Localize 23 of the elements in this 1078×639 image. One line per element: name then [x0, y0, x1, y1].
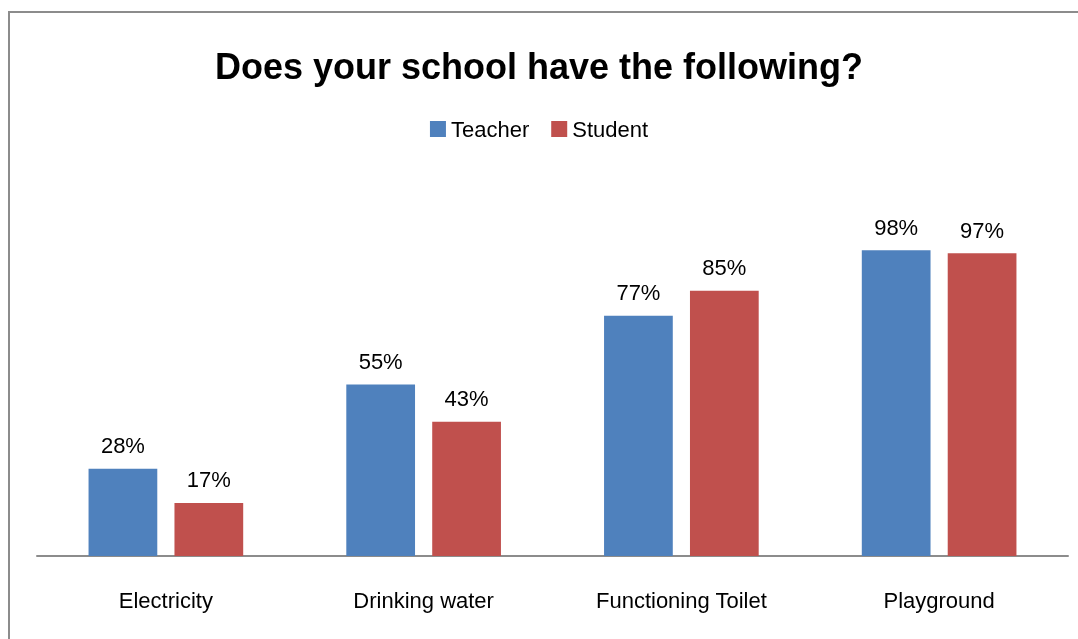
legend-label: Student: [572, 116, 649, 142]
bar: [88, 468, 158, 556]
x-tick-label: Drinking water: [353, 587, 494, 613]
bar: [861, 250, 931, 556]
legend-label: Teacher: [450, 116, 530, 142]
data-label: 98%: [874, 214, 919, 240]
data-label: 85%: [702, 255, 747, 281]
chart-title: Does your school have the following?: [214, 45, 864, 87]
data-label: 17%: [186, 467, 231, 493]
x-tick-label: Playground: [883, 587, 995, 613]
data-label: 43%: [444, 386, 489, 412]
data-label: 77%: [616, 280, 661, 306]
bar: [432, 421, 501, 556]
data-label: 28%: [100, 433, 145, 459]
x-tick-label: Electricity: [118, 587, 213, 613]
data-label: 97%: [960, 217, 1005, 243]
bar: [689, 290, 759, 556]
data-label: 55%: [358, 348, 403, 374]
bar: [174, 502, 244, 556]
bar: [604, 315, 673, 556]
x-tick-label: Functioning Toilet: [595, 587, 767, 613]
bar: [346, 384, 416, 556]
bar: [947, 253, 1017, 556]
